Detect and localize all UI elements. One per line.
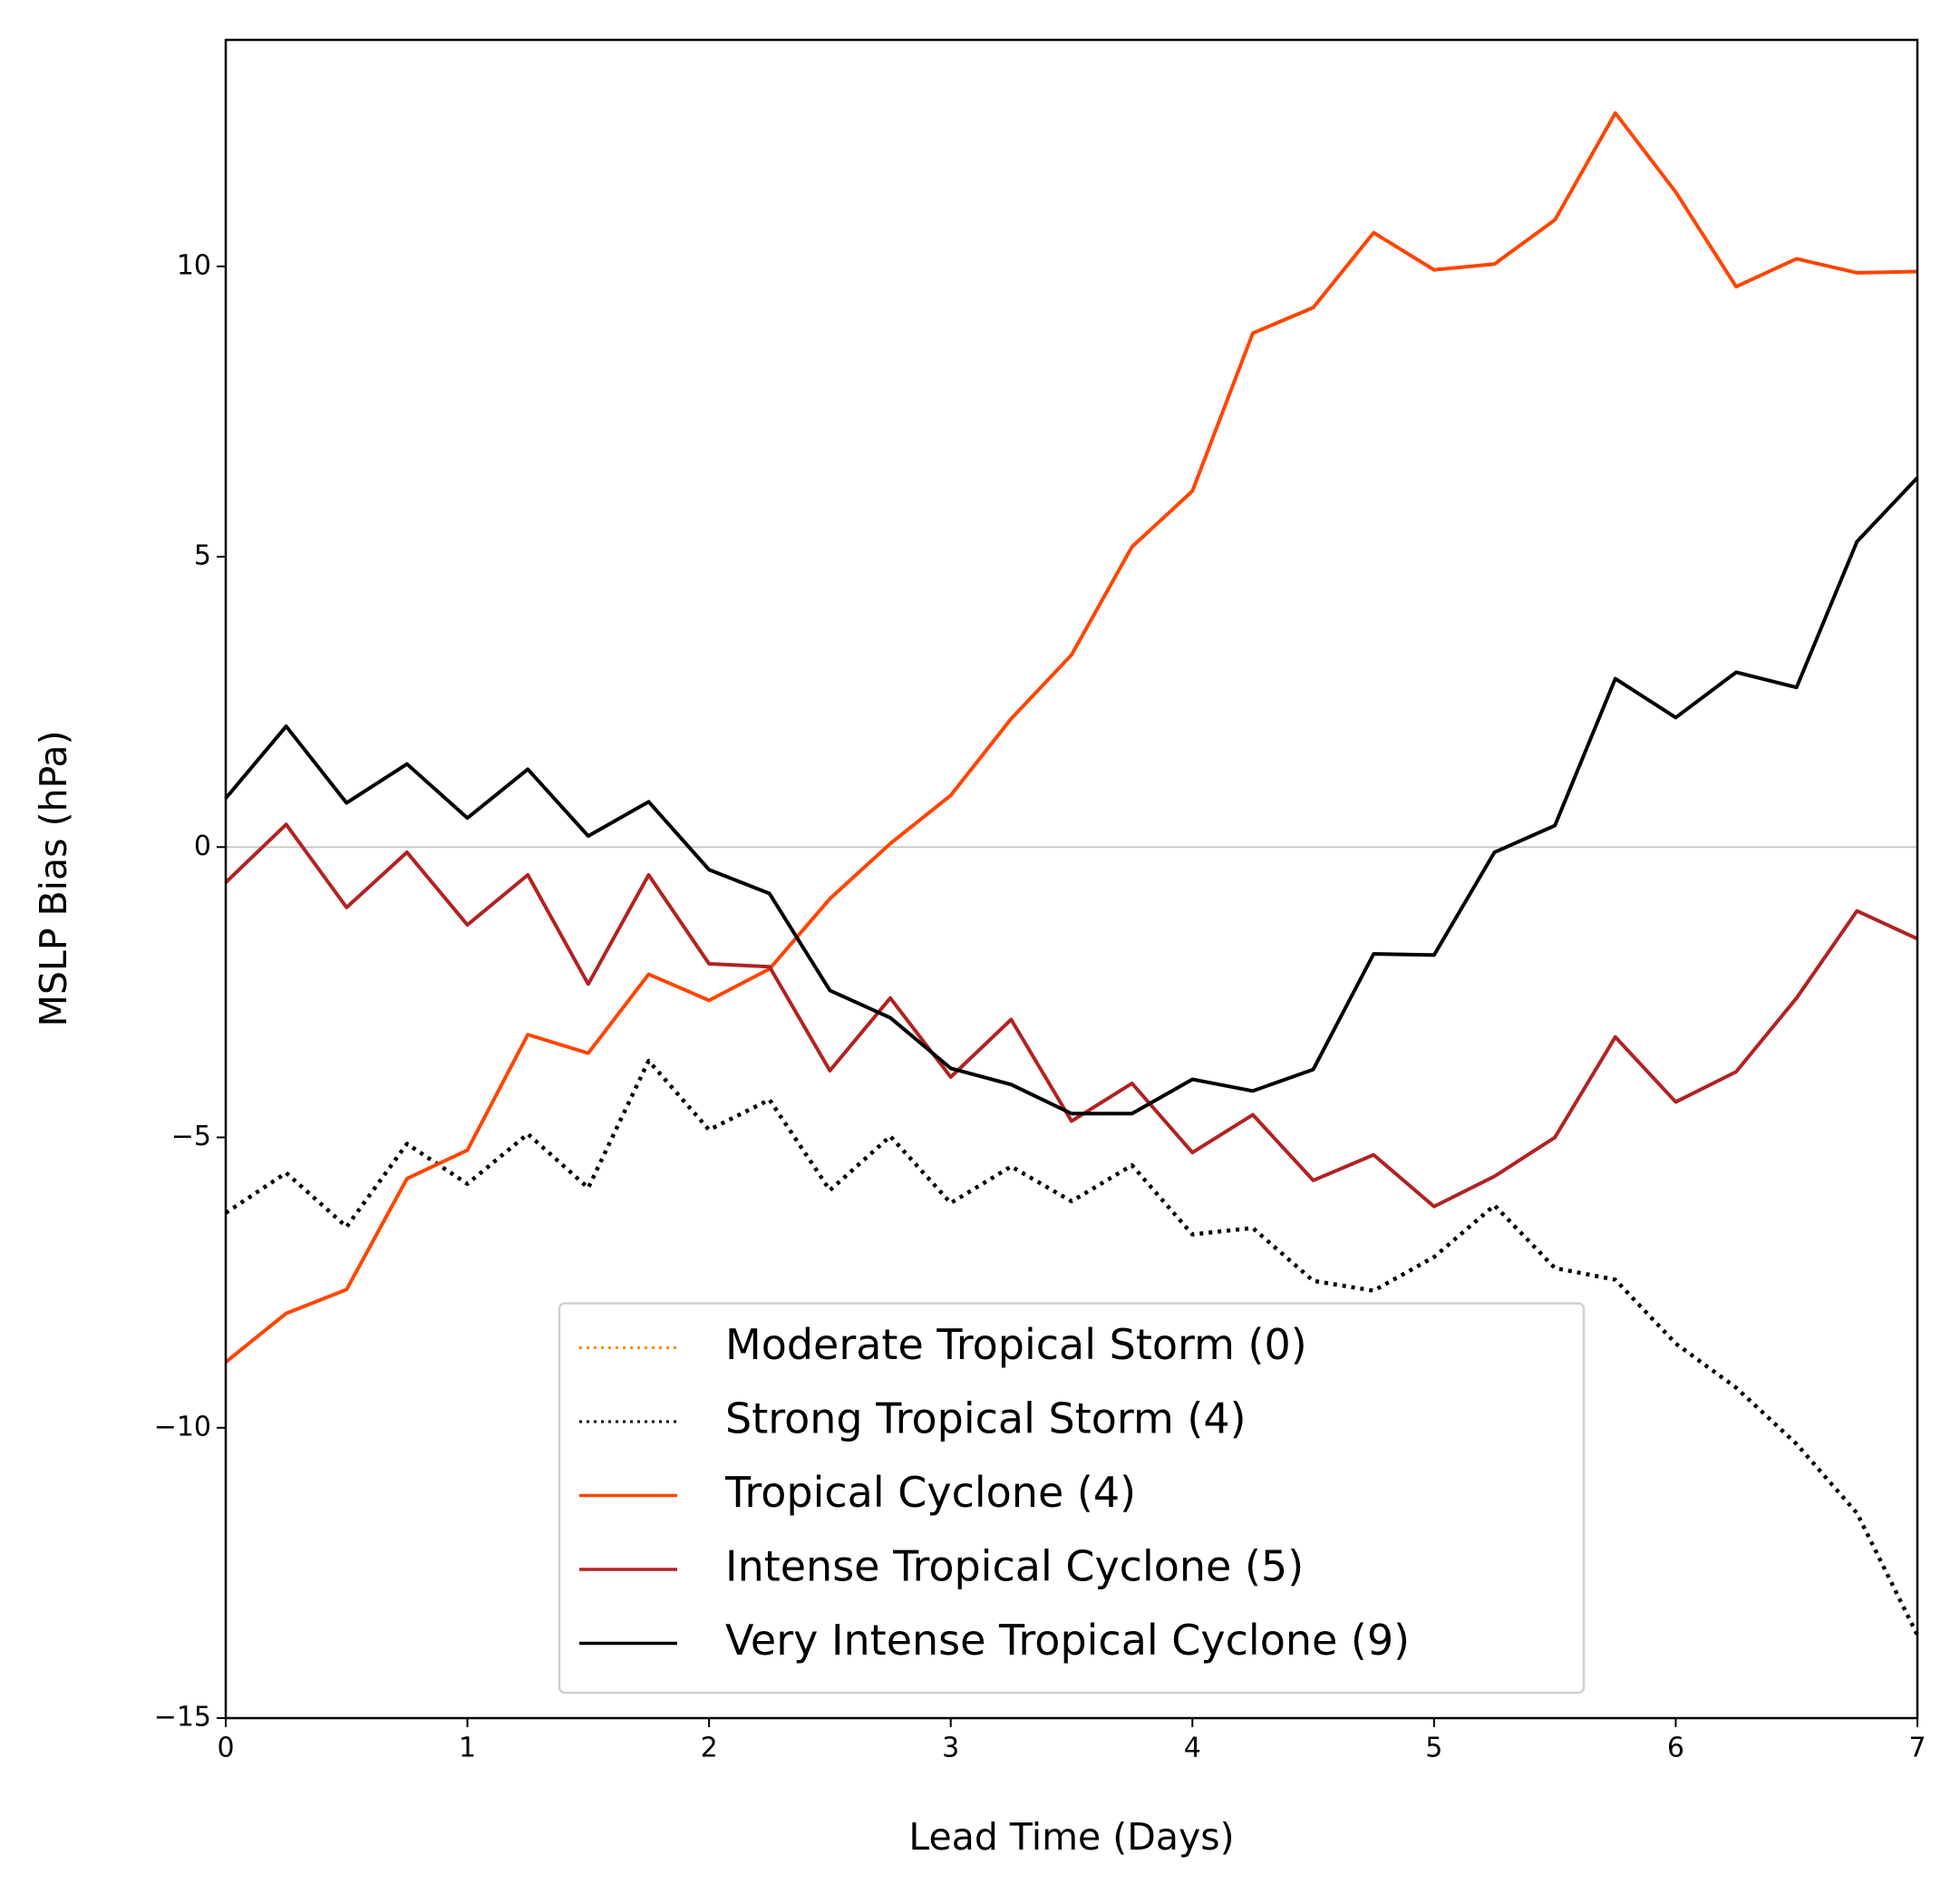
x-tick-label: 3 [942,1733,959,1764]
y-tick-label: 5 [194,540,211,572]
y-tick-label: −5 [171,1121,211,1152]
x-tick-label: 6 [1667,1733,1684,1764]
legend-label: Strong Tropical Storm (4) [725,1394,1247,1443]
legend-label: Intense Tropical Cyclone (5) [725,1542,1304,1591]
x-tick-label: 1 [459,1733,476,1764]
x-tick-label: 7 [1908,1733,1926,1764]
x-axis-label: Lead Time (Days) [908,1815,1234,1859]
y-axis-label: MSLP Bias (hPa) [32,730,75,1026]
y-tick-label: 10 [177,249,211,281]
legend-label: Moderate Tropical Storm (0) [725,1320,1307,1369]
x-tick-label: 0 [217,1733,234,1764]
series-line [224,822,1918,1209]
y-tick-label: −15 [154,1702,211,1734]
legend-label: Tropical Cyclone (4) [724,1468,1136,1517]
legend-box [558,1302,1586,1695]
y-tick-label: 0 [194,830,211,862]
series-line [224,476,1919,1116]
series-line [224,1058,1920,1637]
x-tick-label: 4 [1184,1733,1201,1764]
x-tick-label: 2 [701,1733,718,1764]
y-tick-label: −10 [154,1411,211,1442]
plot-frame [224,38,1919,1720]
x-tick-label: 5 [1425,1733,1442,1764]
legend-label: Very Intense Tropical Cyclone (9) [725,1616,1410,1665]
series-line [224,111,1918,1364]
